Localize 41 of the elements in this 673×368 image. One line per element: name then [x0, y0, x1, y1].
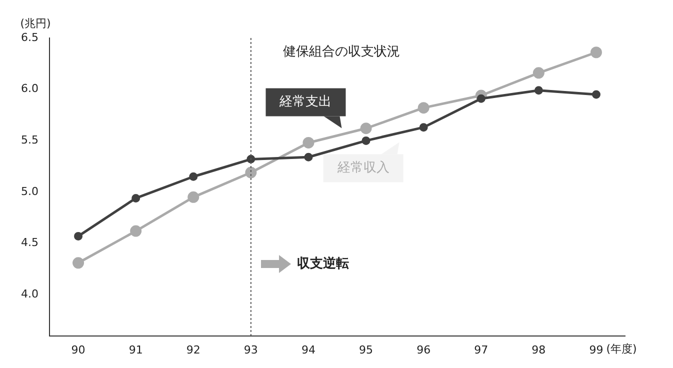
x-tick-label: 91: [128, 343, 143, 356]
point: [302, 136, 314, 148]
point: [132, 194, 140, 202]
y-tick-label: 6.5: [20, 30, 38, 44]
point: [246, 154, 256, 164]
point: [534, 86, 543, 95]
point: [130, 225, 142, 237]
y-axis-title: (兆円): [20, 16, 51, 30]
x-axis-title: (年度): [606, 342, 637, 356]
y-tick-label: 4.0: [20, 288, 38, 301]
point: [245, 166, 257, 178]
y-tick-label: 6.0: [20, 82, 38, 96]
text: 経常支出: [278, 94, 332, 110]
y-tick-label: 5.5: [20, 134, 38, 147]
point: [592, 90, 600, 99]
point: [189, 172, 198, 181]
point: [476, 94, 486, 103]
point: [304, 152, 313, 162]
x-tick-label: 92: [186, 343, 200, 356]
text: 健保組合の収支状況: [282, 44, 400, 60]
point: [188, 191, 200, 203]
y-tick-label: 5.0: [20, 184, 38, 198]
x-tick-label: 96: [416, 343, 431, 356]
x-tick-label: 99: [589, 343, 604, 356]
x-tick-label: 97: [474, 343, 488, 356]
annotation: 収支逆転: [296, 255, 349, 272]
x-tick-label: 94: [301, 343, 316, 356]
point: [532, 67, 544, 79]
x-tick-label: 93: [244, 343, 258, 356]
series-label: 経常収入: [336, 160, 390, 176]
point: [590, 46, 602, 58]
point: [74, 232, 83, 240]
point: [362, 136, 370, 145]
point: [72, 257, 84, 269]
x-tick-label: 95: [359, 343, 374, 356]
point: [418, 102, 430, 114]
point: [360, 122, 372, 134]
y-tick-label: 4.5: [20, 236, 38, 250]
x-tick-label: 98: [532, 343, 546, 356]
point: [419, 123, 428, 132]
x-tick-label: 90: [71, 343, 86, 356]
